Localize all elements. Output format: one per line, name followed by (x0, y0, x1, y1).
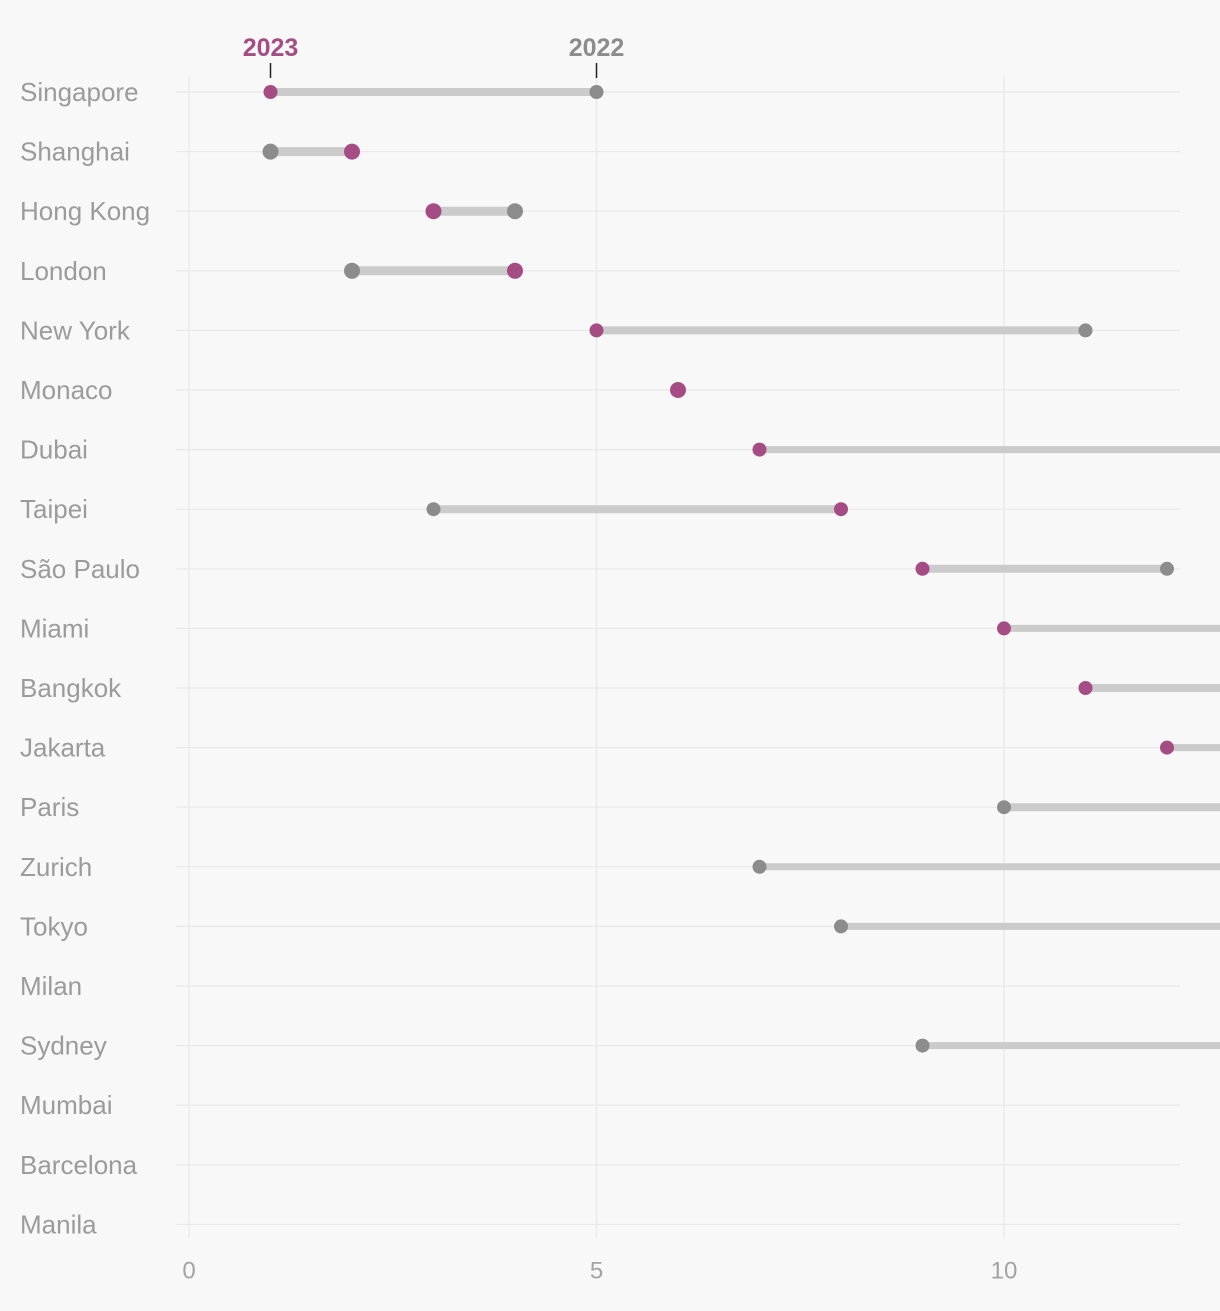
x-tick-label: 10 (991, 1257, 1018, 1284)
point-2022 (344, 262, 360, 279)
x-axis: 05101520 (182, 1257, 1018, 1284)
point-2022 (426, 502, 441, 517)
point-2023 (344, 143, 360, 160)
city-label: Mumbai (20, 1090, 112, 1120)
point-2023 (1078, 681, 1093, 695)
point-2022 (262, 143, 279, 160)
row-Monaco: Monaco (20, 375, 686, 405)
city-label: Taipei (20, 494, 88, 524)
point-2022 (752, 859, 767, 874)
point-2023 (425, 203, 442, 220)
point-2022 (1078, 323, 1093, 338)
row-Dubai: Dubai (20, 435, 1220, 465)
city-label: Hong Kong (20, 196, 150, 226)
point-2023 (670, 382, 686, 398)
row-Manila: Manila (20, 1209, 97, 1239)
city-label: Manila (20, 1209, 97, 1239)
city-label: Dubai (20, 435, 88, 465)
point-2022 (834, 919, 848, 934)
row-New York: New York (20, 315, 1093, 345)
legend: 2023 2022 (243, 34, 625, 78)
city-label: São Paulo (20, 554, 140, 584)
row-Taipei: Taipei (20, 494, 848, 524)
point-2023 (1160, 740, 1174, 755)
point-2022 (915, 1038, 930, 1053)
point-2022 (589, 85, 604, 99)
city-label: Monaco (20, 375, 113, 405)
row-Miami: Miami (20, 613, 1220, 643)
city-label: Miami (20, 613, 89, 643)
city-label: Milan (20, 971, 82, 1001)
point-2023 (589, 323, 604, 338)
city-label: Jakarta (20, 733, 106, 763)
x-tick-label: 0 (182, 1257, 195, 1284)
chart-rows: Singapore Shanghai Hong Kong London New York… (20, 77, 1220, 1239)
city-label: Shanghai (20, 137, 130, 167)
row-Shanghai: Shanghai (20, 137, 360, 167)
city-label: Tokyo (20, 911, 88, 941)
row-Hong Kong: Hong Kong (20, 196, 523, 226)
row-Milan: Milan (20, 971, 82, 1001)
row-Paris: Paris (20, 792, 1220, 822)
x-tick-label: 5 (590, 1257, 603, 1284)
row-Jakarta: Jakarta (20, 733, 1220, 763)
city-label: Bangkok (20, 673, 122, 703)
point-2023 (752, 442, 767, 457)
point-2023 (915, 561, 930, 576)
city-label: Singapore (20, 77, 139, 107)
row-Tokyo: Tokyo (20, 911, 1220, 941)
row-London: London (20, 256, 523, 286)
point-2022 (1160, 561, 1174, 576)
city-label: Zurich (20, 852, 92, 882)
row-Sydney: Sydney (20, 1031, 1220, 1061)
row-Mumbai: Mumbai (20, 1090, 112, 1120)
city-label: Paris (20, 792, 79, 822)
point-2022 (507, 203, 523, 220)
row-Barcelona: Barcelona (20, 1150, 138, 1180)
row-Singapore: Singapore (20, 77, 604, 107)
row-Zurich: Zurich (20, 852, 1220, 882)
city-label: New York (20, 315, 131, 345)
city-label: Barcelona (20, 1150, 138, 1180)
city-label: London (20, 256, 107, 286)
legend-label-2022: 2022 (569, 34, 625, 62)
point-2023 (997, 621, 1011, 636)
row-Bangkok: Bangkok (20, 673, 1220, 703)
row-São Paulo: São Paulo (20, 554, 1174, 584)
point-2023 (834, 502, 848, 517)
legend-label-2023: 2023 (243, 34, 299, 62)
city-label: Sydney (20, 1031, 107, 1061)
point-2023 (507, 262, 523, 279)
point-2022 (997, 800, 1011, 815)
point-2023 (263, 85, 278, 99)
grid-layer (176, 76, 1180, 1239)
